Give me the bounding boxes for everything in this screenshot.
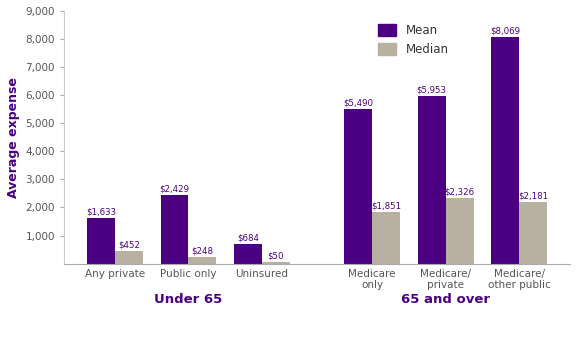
Text: $248: $248: [192, 246, 213, 255]
Text: $2,429: $2,429: [159, 185, 189, 194]
Text: $8,069: $8,069: [490, 27, 520, 35]
Bar: [418, 96, 445, 264]
Text: $452: $452: [118, 240, 140, 249]
Text: Under 65: Under 65: [154, 293, 223, 306]
Text: 65 and over: 65 and over: [401, 293, 490, 306]
Text: $1,633: $1,633: [86, 207, 116, 216]
Text: $2,326: $2,326: [444, 188, 475, 197]
Y-axis label: Average expense: Average expense: [7, 77, 20, 198]
Bar: [344, 110, 372, 264]
Text: $1,851: $1,851: [371, 201, 401, 210]
Text: $5,953: $5,953: [417, 86, 447, 95]
Bar: [372, 212, 400, 264]
Text: $2,181: $2,181: [518, 192, 548, 201]
Bar: [445, 198, 474, 264]
Legend: Mean, Median: Mean, Median: [373, 19, 453, 61]
Bar: [115, 251, 143, 264]
Bar: [519, 202, 547, 264]
Bar: [234, 244, 262, 264]
Bar: [262, 262, 290, 264]
Bar: [189, 257, 216, 264]
Bar: [160, 195, 189, 264]
Text: $50: $50: [268, 252, 284, 261]
Text: $684: $684: [237, 234, 259, 243]
Bar: [87, 218, 115, 264]
Bar: [491, 37, 519, 264]
Text: $5,490: $5,490: [343, 99, 373, 108]
